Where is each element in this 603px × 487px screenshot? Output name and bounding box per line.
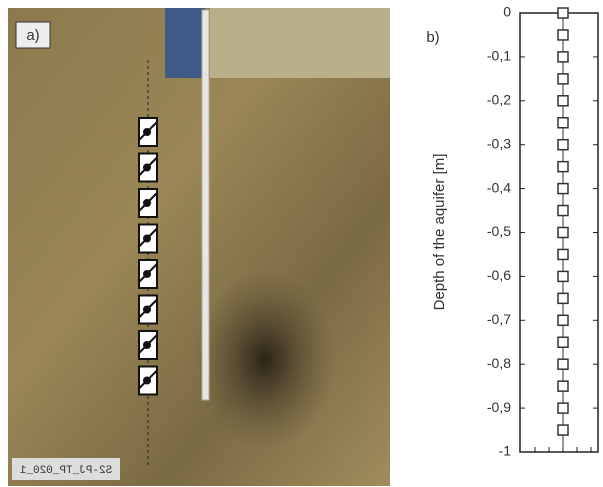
point	[558, 206, 568, 216]
y-tick-label: -0,8	[487, 355, 511, 371]
point	[558, 140, 568, 150]
marker-dot	[143, 164, 151, 172]
y-tick-label: -0,6	[487, 267, 511, 283]
y-tick-label: -0,7	[487, 311, 511, 327]
photo-background	[8, 8, 390, 486]
point	[558, 337, 568, 347]
point	[558, 271, 568, 281]
marker-dot	[143, 199, 151, 207]
grass	[210, 8, 390, 78]
point	[558, 315, 568, 325]
pit	[195, 270, 335, 450]
point	[558, 96, 568, 106]
point	[558, 52, 568, 62]
point	[558, 228, 568, 238]
marker-dot	[143, 235, 151, 243]
point	[558, 184, 568, 194]
point	[558, 381, 568, 391]
point	[558, 74, 568, 84]
y-tick-label: -0,5	[487, 223, 511, 239]
panel-label: b)	[426, 29, 439, 46]
point	[558, 8, 568, 18]
point	[558, 118, 568, 128]
y-tick-label: -0,9	[487, 399, 511, 415]
marker-dot	[143, 377, 151, 385]
point	[558, 359, 568, 369]
figure: a) S2-PJ_TP_020_1 b) Depth of the aquife…	[0, 0, 603, 487]
y-tick-label: -1	[499, 443, 512, 459]
y-tick-label: -0,1	[487, 48, 511, 64]
point	[558, 162, 568, 172]
y-tick-label: -0,4	[487, 179, 511, 195]
point	[558, 403, 568, 413]
page: {"photo": {"panel_label": "a)", "stamp":…	[0, 0, 603, 487]
y-tick-label: -0,2	[487, 92, 511, 108]
stamp: S2-PJ_TP_020_1	[19, 465, 112, 477]
marker-dot	[143, 306, 151, 314]
point	[558, 293, 568, 303]
marker-dot	[143, 128, 151, 136]
point	[558, 30, 568, 40]
point	[558, 425, 568, 435]
panel-label: a)	[26, 27, 39, 44]
ruler	[202, 10, 209, 400]
marker-dot	[143, 341, 151, 349]
marker-dot	[143, 270, 151, 278]
boots	[165, 8, 205, 78]
y-tick-label: 0	[503, 4, 511, 20]
point	[558, 249, 568, 259]
y-tick-label: -0,3	[487, 135, 511, 151]
photo: a) S2-PJ_TP_020_1	[8, 8, 390, 486]
y-axis-label: Depth of the aquifer [m]	[431, 154, 448, 311]
